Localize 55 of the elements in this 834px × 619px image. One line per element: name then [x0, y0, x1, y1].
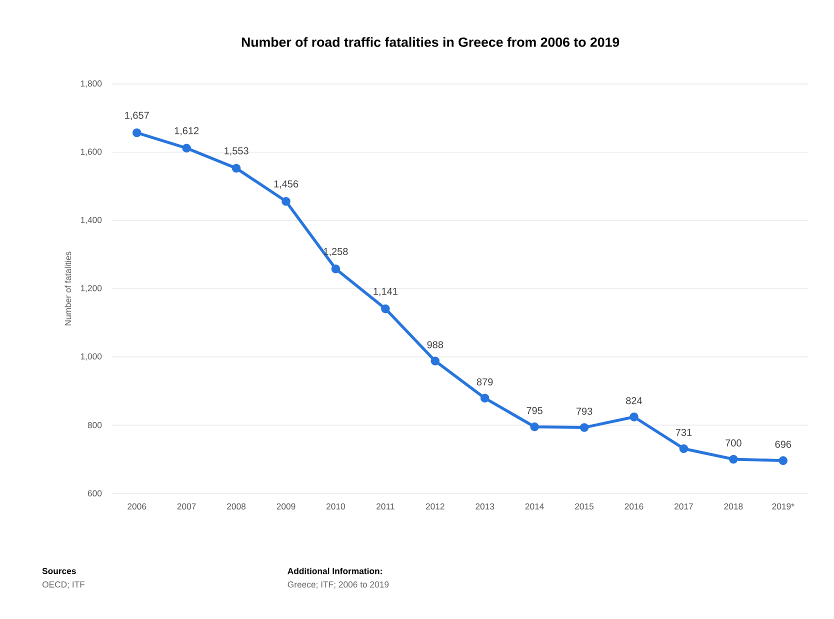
point [679, 444, 688, 454]
data-label: 1,456 [274, 180, 298, 189]
data-label: 700 [726, 439, 742, 447]
text: Greece; ITF; 2006 to 2019 [288, 581, 389, 589]
text: Sources [42, 568, 76, 574]
point [580, 423, 589, 432]
data-label: 1,612 [174, 127, 199, 136]
chart-title: Number of road traffic fatalities in Greece from 2006 to 2019 [242, 37, 620, 47]
data-label: 1,258 [324, 248, 348, 256]
point [282, 196, 290, 206]
y-tick-label: 1,000 [80, 353, 102, 360]
point [530, 422, 539, 432]
x-tick-label: 2012 [426, 503, 444, 510]
point [182, 144, 191, 153]
point [430, 356, 440, 366]
data-label: 824 [626, 397, 642, 404]
data-label: 1,141 [374, 288, 398, 296]
point [132, 128, 142, 138]
y-tick-label: 1,800 [80, 80, 102, 88]
y-tick-label: 800 [88, 422, 102, 428]
data-label: 1,657 [125, 112, 149, 120]
y-tick-label: 1,200 [80, 285, 102, 292]
y-tick-label: 1,400 [80, 216, 102, 224]
data-label: 1,553 [224, 147, 248, 156]
x-tick-label: 2011 [376, 503, 394, 510]
x-tick-label: 2008 [227, 503, 246, 510]
x-tick-label: 2013 [476, 503, 494, 510]
x-tick-label: 2010 [326, 503, 346, 510]
data-label: 696 [775, 440, 792, 448]
y-tick-label: 1,600 [80, 148, 102, 156]
point [778, 456, 788, 465]
point [630, 412, 638, 422]
point [381, 304, 390, 314]
point [480, 394, 490, 403]
x-tick-label: 2006 [128, 503, 146, 510]
point [729, 454, 738, 464]
point [232, 164, 241, 173]
point [331, 264, 340, 274]
data-label: 731 [676, 428, 692, 436]
x-tick-label: 2018 [724, 503, 743, 510]
x-tick-label: 2007 [177, 503, 196, 510]
y-tick-label: 600 [88, 490, 102, 496]
x-tick-label: 2014 [525, 503, 544, 510]
data-label: 795 [526, 407, 542, 414]
text: Additional Information: [288, 568, 382, 574]
x-tick-label: 2009 [276, 503, 296, 510]
y-axis-title: Number of fatalities [64, 252, 72, 326]
x-tick-label: 2015 [575, 503, 594, 510]
data-label: 879 [476, 378, 493, 386]
x-tick-label: 2017 [674, 503, 693, 510]
x-tick-label: 2016 [624, 503, 644, 510]
text: OECD; ITF [42, 581, 85, 589]
data-label: 988 [427, 341, 444, 348]
data-label: 793 [576, 408, 592, 415]
x-tick-label: 2019* [772, 503, 794, 510]
